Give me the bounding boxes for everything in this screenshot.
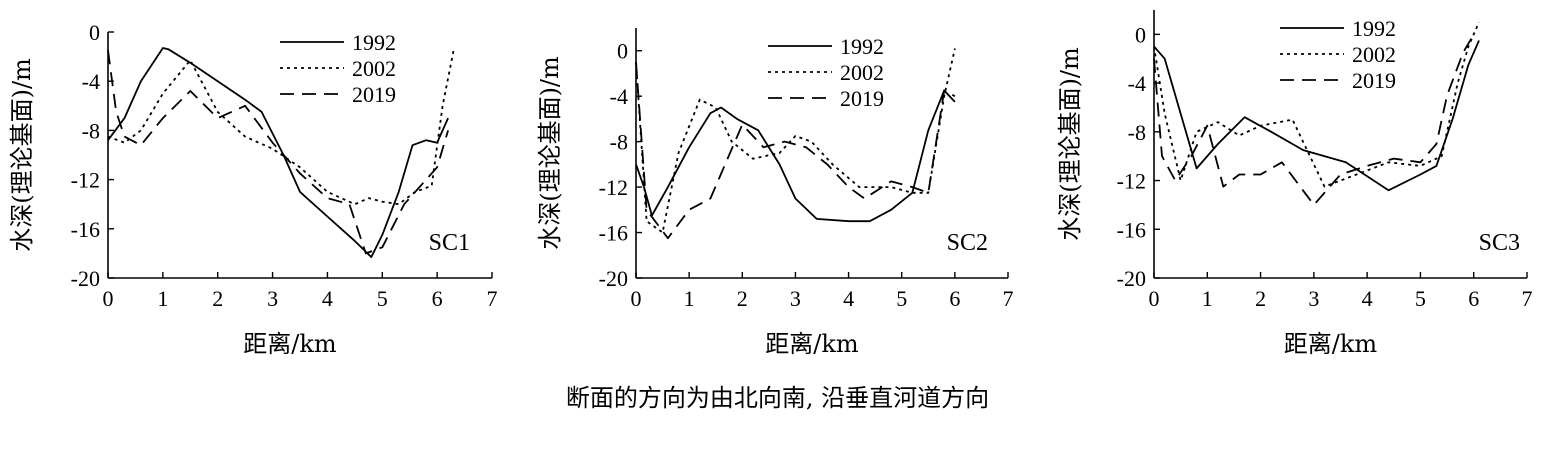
y-tick-label: -20 [71,266,100,291]
x-tick-label: 6 [432,286,443,311]
y-tick-label: 0 [1135,22,1146,47]
y-tick-label: -4 [610,84,628,109]
series-line-1992 [107,47,449,259]
y-tick-label: -4 [1128,71,1146,96]
legend-label-1992: 1992 [840,34,884,59]
legend-label-2002: 2002 [352,56,396,81]
x-tick-label: 2 [737,286,748,311]
x-axis-label: 距离/km [1284,330,1378,358]
chart-panel-1: 0 1 2 3 4 5 6 7 0 -4 -8 -12 -16 -20 距离/km 水深(理论基面)/m 199… [8,20,498,358]
x-tick-label: 0 [631,286,642,311]
x-tick-label: 1 [1202,286,1213,311]
panel-label: SC2 [947,230,988,256]
y-tick-label: -12 [599,175,628,200]
y-tick-label: -12 [1117,169,1146,194]
y-tick-label: -4 [82,69,100,94]
series-line-1992 [1153,40,1480,192]
legend-label-2002: 2002 [840,60,884,85]
series-line-2019 [107,50,449,255]
x-tick-label: 5 [377,286,388,311]
x-tick-label: 3 [790,286,801,311]
x-axis-label: 距离/km [243,330,337,358]
x-tick-label: 4 [322,286,333,311]
x-tick-label: 6 [949,286,960,311]
y-tick-label: -8 [610,130,628,155]
x-tick-label: 6 [1468,286,1479,311]
y-tick-label: -12 [71,168,100,193]
x-tick-label: 3 [267,286,278,311]
x-tick-label: 2 [1255,286,1266,311]
legend-label-2002: 2002 [1352,42,1396,67]
y-axis-label: 水深(理论基面)/m [8,58,36,252]
series-line-2002 [1153,21,1480,188]
x-tick-label: 0 [103,286,114,311]
x-tick-label: 7 [487,286,498,311]
y-tick-label: -8 [82,118,100,143]
legend-label-2019: 2019 [1352,68,1396,93]
x-tick-label: 2 [212,286,223,311]
legend-label-1992: 1992 [352,30,396,55]
legend-label-2019: 2019 [352,82,396,107]
y-axis-label: 水深(理论基面)/m [1056,47,1084,241]
legend-label-2019: 2019 [840,86,884,111]
series-line-2019 [635,62,956,240]
series-line-2019 [1153,33,1475,206]
x-tick-label: 1 [684,286,695,311]
y-tick-label: -8 [1128,120,1146,145]
series-line-1992 [635,89,956,223]
y-tick-label: -16 [71,217,100,242]
y-tick-label: -16 [1117,217,1146,242]
x-tick-label: 0 [1149,286,1160,311]
panel-label: SC3 [1479,230,1520,256]
x-tick-label: 3 [1308,286,1319,311]
y-axis-label: 水深(理论基面)/m [536,56,564,250]
x-tick-label: 4 [1362,286,1373,311]
chart-panel-3: 0 1 2 3 4 5 6 7 0 -4 -8 -12 -16 -20 距离/km 水深(理论基面)/m 199… [1056,10,1533,358]
x-tick-label: 5 [1415,286,1426,311]
x-tick-label: 7 [1003,286,1014,311]
x-axis-label: 距离/km [765,330,859,358]
x-tick-label: 4 [843,286,854,311]
y-tick-label: -20 [599,266,628,291]
panel-label: SC1 [429,230,470,256]
chart-panel-2: 0 1 2 3 4 5 6 7 0 -4 -8 -12 -16 -20 距离/km 水深(理论基面)/m 199… [536,28,1014,358]
figure-caption: 断面的方向为由北向南, 沿垂直河道方向 [565,384,990,412]
x-tick-label: 5 [896,286,907,311]
x-tick-label: 1 [157,286,168,311]
y-tick-label: 0 [89,20,100,45]
x-tick-label: 7 [1522,286,1533,311]
y-tick-label: -20 [1117,266,1146,291]
series-line-2002 [635,48,956,234]
y-tick-label: 0 [617,39,628,64]
y-tick-label: -16 [599,221,628,246]
legend-label-1992: 1992 [1352,16,1396,41]
